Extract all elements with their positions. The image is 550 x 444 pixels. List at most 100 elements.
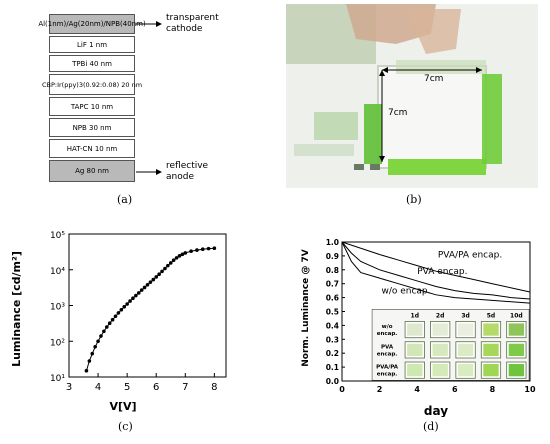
chart-d-inset-cell-fill (432, 364, 448, 377)
chart-d-ytick-label: 0.4 (326, 321, 339, 330)
chart-c-point (154, 275, 159, 279)
chart-d-xtick-label: 6 (452, 385, 458, 394)
chart-d-inset-cell-fill (432, 323, 448, 336)
chart-c-point (163, 266, 167, 271)
chart-c-point (166, 263, 170, 268)
chart-d-ylabel: Norm. Luminance @ 7V (301, 249, 311, 367)
chart-c-point (189, 249, 193, 254)
chart-c-point (107, 321, 112, 325)
chart-c: 3 4 5 6 7 8 10¹ 10² 10³ 10⁴ 10⁵ V[V] Luminance [cd… (10, 231, 227, 412)
chart-c-point (177, 254, 182, 258)
chart-d-inset-day-label: 10d (510, 312, 523, 319)
chart-d-inset-row-label: encap. (377, 331, 398, 337)
chart-c-point (116, 311, 121, 315)
chart-d-inset-cell-fill (508, 364, 525, 377)
chart-c-ytick-label: 10² (50, 338, 65, 348)
chart-d-xtick-label: 10 (524, 385, 536, 394)
chart-c-point (180, 252, 185, 257)
chart-d-inset-day-label: 2d (436, 312, 444, 319)
chart-c-point (212, 246, 217, 251)
chart-c-point (131, 296, 135, 301)
label-transparent-cathode: transparent cathode (166, 13, 219, 34)
chart-c-point (125, 302, 129, 306)
chart-c-point (168, 261, 173, 265)
chart-d-inset-row-label: encap. (377, 372, 398, 378)
chart-d-inset-cell-fill (457, 343, 474, 357)
chart-d-series-label: w/o encap. (381, 286, 430, 296)
chart-c-point (200, 247, 205, 252)
chart-d-series-line (341, 241, 531, 300)
chart-d-inset-cell-fill (432, 343, 448, 357)
chart-c-ytick-label: 10³ (50, 303, 65, 313)
device-photo-drawing (286, 4, 538, 188)
chart-d-ytick-label: 0.2 (326, 349, 339, 358)
layer-hatcn: HAT-CN 10 nm (49, 139, 135, 158)
chart-c-point (84, 368, 89, 373)
chart-c-point (134, 293, 138, 298)
chart-d-inset-cell-fill (407, 364, 423, 377)
chart-c-point (90, 351, 95, 356)
caption-a: (a) (117, 193, 133, 206)
stack-arrows (136, 21, 162, 175)
chart-c-xlabel: V[V] (109, 400, 136, 412)
layer-cathode: Al(1nm)/Ag(20nm)/NPB(40nm) (38, 14, 146, 34)
chart-d-series-label: PVA encap. (417, 267, 467, 277)
chart-d-inset-cell-fill (407, 323, 423, 336)
chart-c-point (183, 251, 188, 255)
chart-d-ytick-label: 0.0 (326, 377, 339, 386)
chart-c-plot: 3 4 5 6 7 8 10¹ 10² 10³ 10⁴ 10⁵ (50, 231, 227, 393)
chart-c-point (139, 288, 144, 292)
chart-c-point (99, 334, 103, 338)
chart-c-xtick-label: 8 (211, 382, 217, 393)
chart-c-point (160, 269, 164, 274)
chart-d-inset-cell-fill (457, 364, 474, 377)
chart-c-point (104, 325, 109, 329)
chart-c-point (148, 280, 153, 284)
chart-c-point (96, 339, 100, 344)
chart-d-inset-cell-fill (508, 343, 525, 357)
chart-d-inset-cell-fill (483, 364, 499, 377)
chart-c-point (128, 299, 132, 303)
chart-c-point (174, 256, 179, 260)
chart-c-point (122, 304, 127, 309)
chart-d-xtick-label: 0 (339, 385, 345, 394)
chart-d-inset-day-label: 5d (487, 312, 495, 319)
chart-d-inset-cell-fill (407, 343, 423, 357)
chart-d-inset-row-label: PVA/PA (376, 365, 399, 371)
chart-c-point (87, 359, 92, 363)
chart-c-series-line (85, 247, 215, 371)
chart-d-inset-row-label: PVA (381, 344, 394, 350)
chart-d-inset-row-label: encap. (377, 351, 398, 357)
chart-c-ytick-label: 10¹ (50, 374, 65, 384)
chart-d-ytick-label: 0.1 (326, 363, 339, 372)
chart-c-xtick-label: 3 (66, 382, 72, 393)
chart-d-series-line (341, 241, 531, 304)
chart-c-point (136, 291, 141, 295)
chart-d-xtick-label: 8 (490, 385, 496, 394)
chart-c-point (119, 307, 124, 312)
chart-c-point (102, 329, 106, 334)
caption-d: (d) (423, 420, 439, 433)
photo-width-label: 7cm (424, 74, 444, 84)
chart-d: 0 2 4 6 8 10 0.0 0.1 0.2 0.3 0.4 0.5 0.6 0.7 0.8 0.9 1.0… (301, 238, 536, 417)
chart-d-inset-cell-fill (483, 343, 499, 357)
chart-d-ytick-label: 0.7 (326, 280, 339, 289)
chart-d-inset-day-label: 3d (461, 312, 469, 319)
chart-c-point (171, 258, 176, 262)
chart-d-ytick-label: 0.8 (326, 266, 339, 275)
layer-npb: NPB 30 nm (49, 118, 135, 137)
chart-c-point (93, 344, 97, 349)
chart-d-series-line (341, 241, 531, 293)
chart-d-ytick-label: 0.9 (326, 252, 339, 261)
chart-c-point (206, 246, 211, 251)
caption-b: (b) (406, 193, 422, 206)
photo-height-label: 7cm (388, 108, 408, 118)
chart-c-point (113, 314, 118, 319)
chart-c-ylabel: Luminance [cd/m²] (10, 251, 23, 367)
chart-d-inset-row-label: w/o (382, 324, 393, 330)
chart-c-point (195, 248, 199, 252)
label-reflective-anode: reflective anode (166, 161, 209, 182)
chart-d-inset-cell-fill (508, 323, 525, 336)
chart-d-ytick-label: 1.0 (326, 238, 339, 247)
chart-d-xtick-label: 2 (377, 385, 383, 394)
